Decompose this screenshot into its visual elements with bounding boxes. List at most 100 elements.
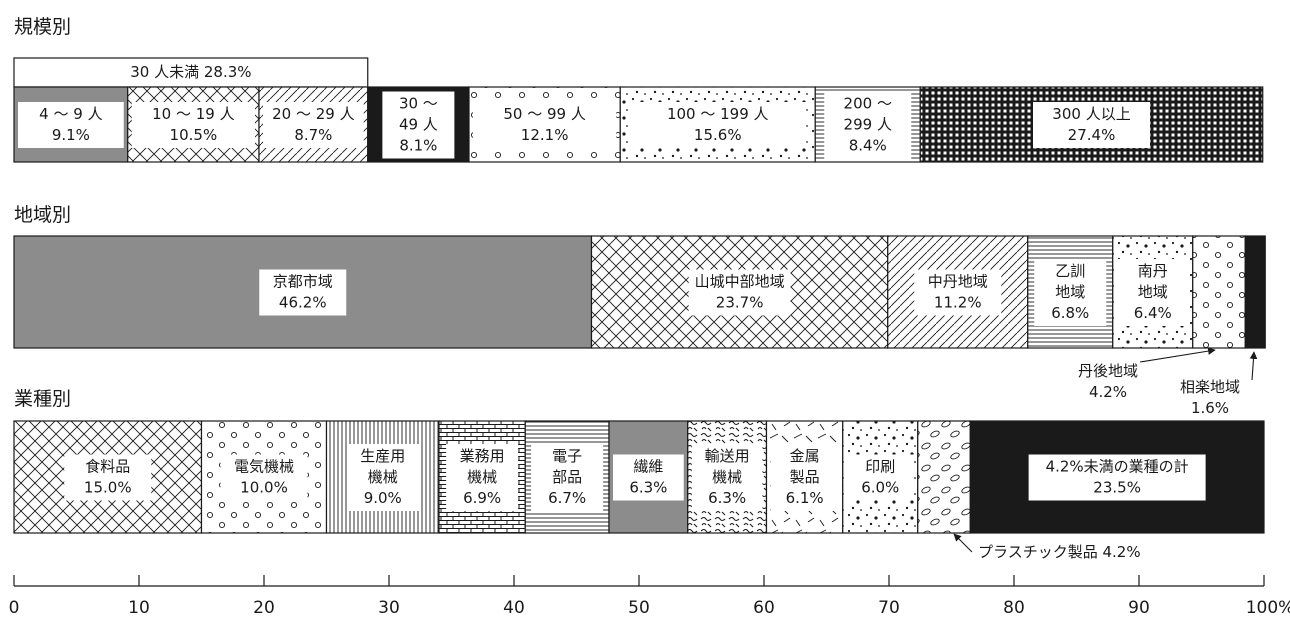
segment-label-1-3: 乙訓: [1055, 262, 1085, 280]
segment-value-0-3: 8.1%: [399, 137, 437, 155]
axis-tick-label-80: 80: [1003, 598, 1025, 617]
x-axis: 0 10 20 30 40 50 60 70 80 90 100%: [9, 575, 1290, 617]
callout-arrow-tango: [1139, 347, 1216, 363]
segment-label-2-3: 機械: [467, 468, 497, 486]
callout-arrow-plastic: [953, 533, 973, 553]
segment-value-2-2: 9.0%: [364, 489, 402, 507]
subtotal-bar: 30 人未満 28.3%: [13, 57, 369, 88]
segment-label-box-1-3: [1034, 259, 1107, 326]
bars-layer: 4 〜 9 人 9.1% 10 〜 19 人 10.5% 20 〜 29 人 8.7% 30…: [13, 86, 1266, 534]
segment-value-1-0: 46.2%: [279, 294, 327, 312]
segment-label-box-0-3: [382, 91, 455, 159]
axis-tick-label-70: 70: [878, 598, 900, 617]
segment-value-2-5: 6.3%: [629, 479, 667, 497]
segment-label-0-6: 299 人: [844, 116, 892, 134]
segment-label-0-4: 50 〜 99 人: [503, 105, 585, 123]
axis-tick-label-50: 50: [628, 598, 650, 617]
segment-label-2-2: 生産用: [360, 447, 405, 465]
segment-label-1-2: 中丹地域: [928, 273, 988, 291]
segment-label-2-4: 部品: [552, 468, 582, 486]
segment-value-0-2: 8.7%: [294, 126, 332, 144]
segment-value-1-3: 6.8%: [1051, 304, 1089, 322]
segment-label-2-7: 製品: [790, 468, 820, 486]
segment-label-0-3: 49 人: [399, 116, 438, 134]
callout-label-tango: 丹後地域: [1078, 362, 1138, 380]
chart-title-scale: 規模別: [14, 16, 71, 38]
axis-tick-label-10: 10: [128, 598, 150, 617]
callout-value-sagara: 1.6%: [1191, 399, 1229, 417]
segment-label-1-4: 南丹: [1138, 262, 1168, 280]
segment-label-box-2-8: [846, 454, 914, 501]
axis-tick-label-90: 90: [1128, 598, 1150, 617]
segment-label-1-3: 地域: [1055, 283, 1085, 301]
axis-tick-label-0: 0: [9, 598, 20, 617]
segment-label-box-1-4: [1116, 259, 1189, 326]
segment-label-0-6: 200 〜: [844, 95, 892, 113]
segment-label-box-1-1: [688, 269, 791, 316]
subtotal-rect: [13, 57, 369, 88]
segment-value-1-1: 23.7%: [716, 294, 764, 312]
segment-label-2-8: 印刷: [865, 458, 895, 476]
subtotal-label: 30 人未満 28.3%: [130, 63, 251, 81]
segment-value-2-0: 15.0%: [84, 479, 132, 497]
segment-label-1-0: 京都市域: [273, 273, 333, 291]
segment-label-box-2-0: [64, 454, 152, 501]
segment-label-box-1-0: [259, 269, 347, 316]
axis-tick-label-30: 30: [378, 598, 400, 617]
bar-segment-1-6: [1244, 235, 1266, 349]
segment-value-2-4: 6.7%: [548, 489, 586, 507]
segment-label-1-1: 山城中部地域: [695, 273, 785, 291]
callout-arrow-sagara: [1249, 351, 1258, 381]
axis-tick-label-60: 60: [753, 598, 775, 617]
segment-label-2-3: 業務用: [460, 447, 505, 465]
segment-value-0-4: 12.1%: [521, 126, 569, 144]
segment-label-0-7: 300 人以上: [1052, 105, 1130, 123]
bar-segment-1-5: [1192, 235, 1246, 349]
axis-tick-label-20: 20: [253, 598, 275, 617]
segment-label-2-5: 繊維: [633, 458, 663, 476]
segment-label-2-0: 食料品: [85, 458, 130, 476]
segment-label-2-10: 4.2%未満の業種の計: [1046, 458, 1189, 476]
segment-label-box-2-3: [446, 444, 519, 511]
bar-group-0: 4 〜 9 人 9.1% 10 〜 19 人 10.5% 20 〜 29 人 8.7% 30…: [13, 86, 1264, 163]
segment-value-2-6: 6.3%: [708, 489, 746, 507]
segment-label-2-7: 金属: [790, 447, 820, 465]
segment-label-box-0-4: [473, 102, 617, 148]
callout-label-plastic: プラスチック製品 4.2%: [978, 543, 1141, 561]
segment-label-box-2-1: [220, 454, 308, 501]
segment-label-box-2-4: [531, 444, 604, 511]
segment-label-0-1: 10 〜 19 人: [152, 105, 234, 123]
segment-value-2-1: 10.0%: [240, 479, 288, 497]
bar-segment-2-9: [917, 420, 971, 534]
segment-value-1-4: 6.4%: [1134, 304, 1172, 322]
axis-tick-label-40: 40: [503, 598, 525, 617]
segment-value-0-5: 15.6%: [694, 126, 742, 144]
segment-value-2-3: 6.9%: [463, 489, 501, 507]
chart-title-industry: 業種別: [14, 388, 71, 410]
segment-label-0-0: 4 〜 9 人: [39, 105, 102, 123]
segment-label-box-2-5: [613, 454, 684, 501]
segment-value-2-7: 6.1%: [786, 489, 824, 507]
segment-value-1-2: 11.2%: [934, 294, 982, 312]
callout-label-sagara: 相楽地域: [1180, 378, 1240, 396]
segment-value-0-0: 9.1%: [52, 126, 90, 144]
segment-label-0-2: 20 〜 29 人: [272, 105, 354, 123]
segment-label-2-6: 輸送用: [705, 447, 750, 465]
segment-label-box-2-2: [346, 444, 419, 511]
callout-value-tango: 4.2%: [1089, 383, 1127, 401]
segment-label-box-0-0: [18, 102, 124, 148]
segment-label-box-0-6: [824, 91, 912, 159]
segment-value-0-1: 10.5%: [170, 126, 218, 144]
segment-label-0-3: 30 〜: [399, 95, 438, 113]
segment-label-box-2-7: [770, 444, 839, 511]
segment-label-box-0-1: [131, 102, 255, 148]
segment-label-box-2-6: [691, 444, 763, 511]
segment-value-2-8: 6.0%: [861, 479, 899, 497]
segment-label-box-0-5: [629, 102, 807, 148]
segment-label-box-0-2: [263, 102, 364, 148]
segment-label-2-4: 電子: [552, 447, 582, 465]
segment-label-box-1-2: [914, 269, 1002, 316]
